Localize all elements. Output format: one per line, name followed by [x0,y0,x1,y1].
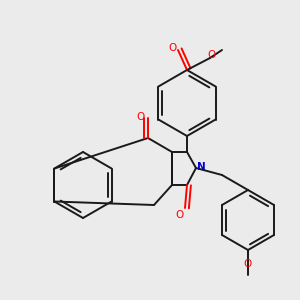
Text: N: N [197,162,206,172]
Text: O: O [169,43,177,52]
Text: O: O [244,259,252,269]
Text: O: O [136,112,145,122]
Text: O: O [175,210,183,220]
Text: O: O [207,50,216,60]
